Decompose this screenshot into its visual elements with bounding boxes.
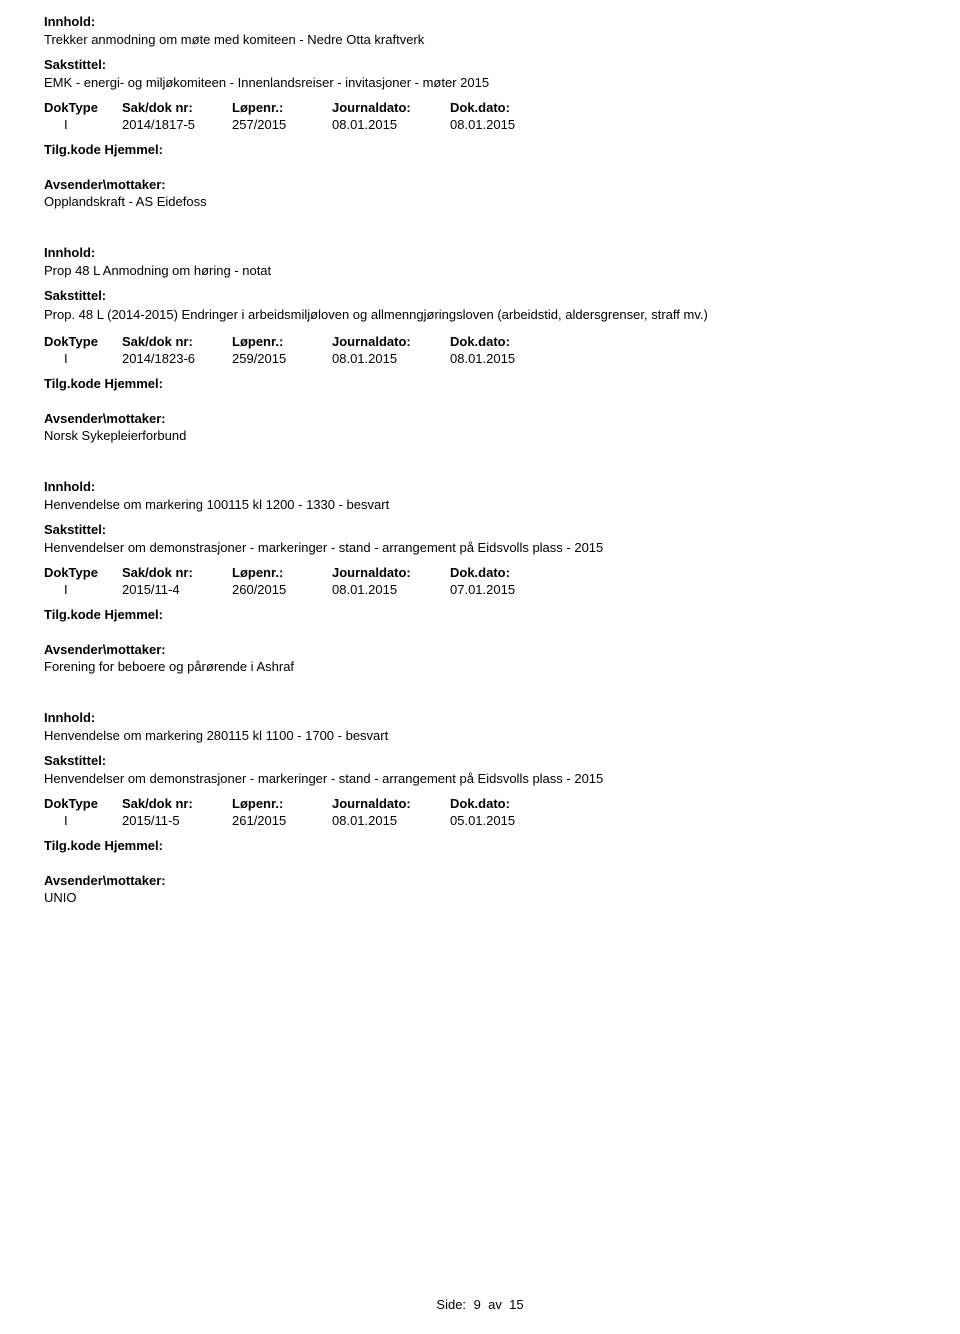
avsender-label: Avsender\mottaker: <box>44 642 930 657</box>
lopenr-value: 261/2015 <box>232 813 332 828</box>
doktype-value: I <box>44 117 122 132</box>
tilgkode-hjemmel: Tilg.kode Hjemmel: <box>44 838 930 853</box>
row-header: DokType Sak/dok nr: Løpenr.: Journaldato… <box>44 100 930 115</box>
dokdato-value: 05.01.2015 <box>450 813 568 828</box>
avsender-label: Avsender\mottaker: <box>44 177 930 192</box>
dokdato-value: 07.01.2015 <box>450 582 568 597</box>
row-data: I 2015/11-4 260/2015 08.01.2015 07.01.20… <box>44 582 930 597</box>
innhold-text: Prop 48 L Anmodning om høring - notat <box>44 263 930 278</box>
journaldato-value: 08.01.2015 <box>332 813 450 828</box>
dokdato-value: 08.01.2015 <box>450 117 568 132</box>
doktype-header: DokType <box>44 334 122 349</box>
sakstittel-label: Sakstittel: <box>44 522 930 537</box>
innhold-text: Henvendelse om markering 280115 kl 1100 … <box>44 728 930 743</box>
sakdok-header: Sak/dok nr: <box>122 796 232 811</box>
journaldato-header: Journaldato: <box>332 565 450 580</box>
dokdato-value: 08.01.2015 <box>450 351 568 366</box>
doktype-header: DokType <box>44 796 122 811</box>
record-2: Innhold: Prop 48 L Anmodning om høring -… <box>44 245 930 443</box>
lopenr-header: Løpenr.: <box>232 796 332 811</box>
innhold-label: Innhold: <box>44 245 930 260</box>
sakdok-header: Sak/dok nr: <box>122 565 232 580</box>
doktype-header: DokType <box>44 100 122 115</box>
page-footer: Side: 9 av 15 <box>0 1297 960 1312</box>
doktype-value: I <box>44 813 122 828</box>
dokdato-header: Dok.dato: <box>450 100 568 115</box>
innhold-label: Innhold: <box>44 710 930 725</box>
sakdok-value: 2015/11-5 <box>122 813 232 828</box>
lopenr-header: Løpenr.: <box>232 565 332 580</box>
doktype-value: I <box>44 582 122 597</box>
av-label: av <box>488 1297 502 1312</box>
sakdok-value: 2014/1817-5 <box>122 117 232 132</box>
sakdok-value: 2014/1823-6 <box>122 351 232 366</box>
sakdok-value: 2015/11-4 <box>122 582 232 597</box>
dokdato-header: Dok.dato: <box>450 334 568 349</box>
dokdato-header: Dok.dato: <box>450 796 568 811</box>
avsender-text: Norsk Sykepleierforbund <box>44 428 930 443</box>
dokdato-header: Dok.dato: <box>450 565 568 580</box>
avsender-label: Avsender\mottaker: <box>44 411 930 426</box>
tilgkode-hjemmel: Tilg.kode Hjemmel: <box>44 376 930 391</box>
lopenr-value: 259/2015 <box>232 351 332 366</box>
tilgkode-hjemmel: Tilg.kode Hjemmel: <box>44 142 930 157</box>
doktype-header: DokType <box>44 565 122 580</box>
row-header: DokType Sak/dok nr: Løpenr.: Journaldato… <box>44 796 930 811</box>
avsender-text: Opplandskraft - AS Eidefoss <box>44 194 930 209</box>
journaldato-value: 08.01.2015 <box>332 117 450 132</box>
innhold-text: Henvendelse om markering 100115 kl 1200 … <box>44 497 930 512</box>
row-data: I 2014/1823-6 259/2015 08.01.2015 08.01.… <box>44 351 930 366</box>
sakstittel-label: Sakstittel: <box>44 288 930 303</box>
sakstittel-text: Prop. 48 L (2014-2015) Endringer i arbei… <box>44 306 930 324</box>
sakstittel-label: Sakstittel: <box>44 57 930 72</box>
journaldato-value: 08.01.2015 <box>332 351 450 366</box>
tilgkode-hjemmel: Tilg.kode Hjemmel: <box>44 607 930 622</box>
innhold-label: Innhold: <box>44 479 930 494</box>
avsender-text: UNIO <box>44 890 930 905</box>
record-1: Innhold: Trekker anmodning om møte med k… <box>44 14 930 209</box>
avsender-label: Avsender\mottaker: <box>44 873 930 888</box>
record-3: Innhold: Henvendelse om markering 100115… <box>44 479 930 674</box>
sakdok-header: Sak/dok nr: <box>122 100 232 115</box>
lopenr-header: Løpenr.: <box>232 100 332 115</box>
row-header: DokType Sak/dok nr: Løpenr.: Journaldato… <box>44 565 930 580</box>
row-data: I 2015/11-5 261/2015 08.01.2015 05.01.20… <box>44 813 930 828</box>
sakstittel-text: EMK - energi- og miljøkomiteen - Innenla… <box>44 75 930 90</box>
avsender-text: Forening for beboere og pårørende i Ashr… <box>44 659 930 674</box>
lopenr-value: 260/2015 <box>232 582 332 597</box>
doktype-value: I <box>44 351 122 366</box>
journaldato-header: Journaldato: <box>332 796 450 811</box>
journaldato-header: Journaldato: <box>332 100 450 115</box>
sakdok-header: Sak/dok nr: <box>122 334 232 349</box>
sakstittel-label: Sakstittel: <box>44 753 930 768</box>
side-label: Side: <box>436 1297 466 1312</box>
sakstittel-text: Henvendelser om demonstrasjoner - marker… <box>44 540 930 555</box>
row-data: I 2014/1817-5 257/2015 08.01.2015 08.01.… <box>44 117 930 132</box>
innhold-text: Trekker anmodning om møte med komiteen -… <box>44 32 930 47</box>
lopenr-value: 257/2015 <box>232 117 332 132</box>
page-current: 9 <box>474 1297 481 1312</box>
row-header: DokType Sak/dok nr: Løpenr.: Journaldato… <box>44 334 930 349</box>
innhold-label: Innhold: <box>44 14 930 29</box>
record-4: Innhold: Henvendelse om markering 280115… <box>44 710 930 905</box>
page-total: 15 <box>509 1297 523 1312</box>
journaldato-header: Journaldato: <box>332 334 450 349</box>
lopenr-header: Løpenr.: <box>232 334 332 349</box>
sakstittel-text: Henvendelser om demonstrasjoner - marker… <box>44 771 930 786</box>
journaldato-value: 08.01.2015 <box>332 582 450 597</box>
